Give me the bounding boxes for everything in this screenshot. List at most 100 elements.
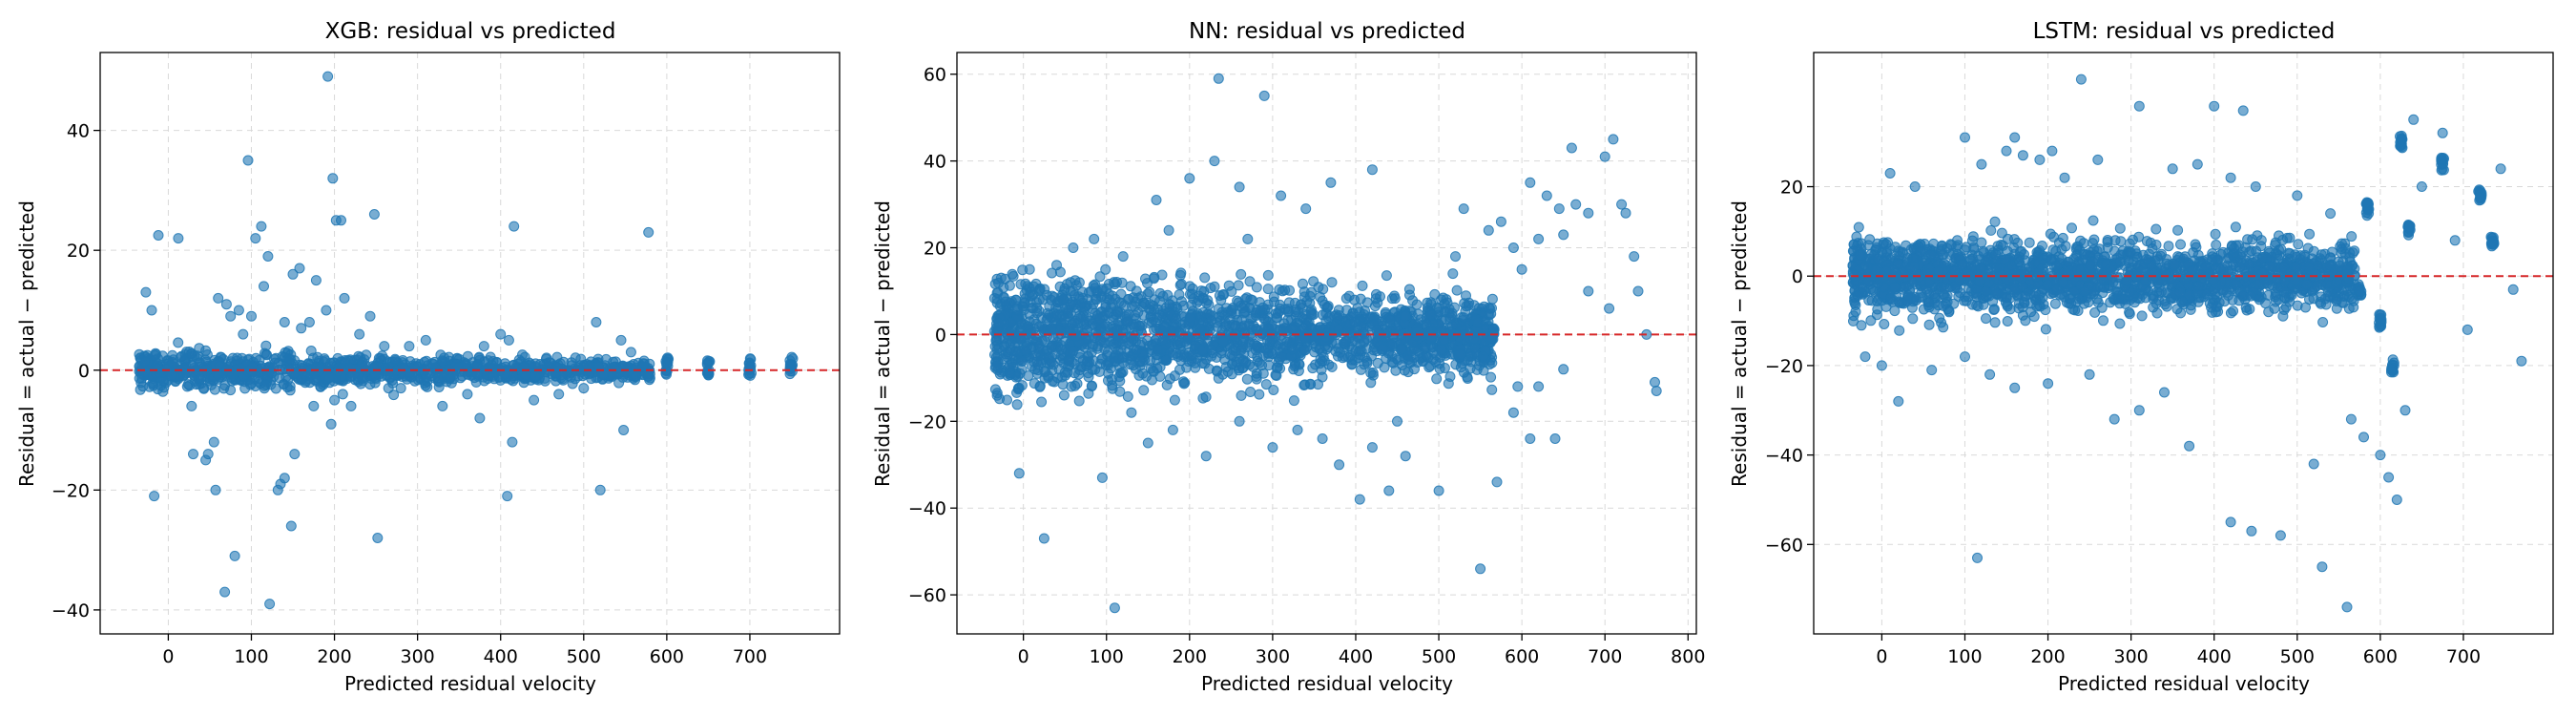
data-point bbox=[1337, 352, 1348, 364]
data-point bbox=[600, 353, 612, 365]
data-point bbox=[495, 328, 507, 340]
data-point bbox=[1458, 312, 1469, 324]
data-point bbox=[369, 377, 381, 389]
data-point bbox=[1033, 340, 1045, 351]
data-point bbox=[1195, 285, 1207, 297]
data-point bbox=[1397, 360, 1407, 370]
data-point bbox=[210, 484, 221, 495]
data-point bbox=[1433, 485, 1444, 496]
data-point bbox=[1989, 317, 2001, 328]
data-point bbox=[1447, 268, 1459, 280]
data-point bbox=[1365, 377, 1377, 389]
data-point bbox=[1495, 216, 1506, 227]
data-point bbox=[368, 209, 380, 220]
y-tick-label: −20 bbox=[52, 480, 90, 501]
data-point bbox=[254, 354, 265, 366]
x-tick-label: 0 bbox=[162, 646, 174, 667]
data-point bbox=[1236, 390, 1247, 401]
data-point bbox=[1094, 313, 1105, 325]
data-point bbox=[1282, 306, 1294, 318]
data-point bbox=[1200, 353, 1212, 365]
data-point bbox=[1011, 387, 1023, 398]
x-tick-label: 100 bbox=[1090, 646, 1124, 667]
data-point bbox=[1276, 190, 1287, 201]
data-point bbox=[1140, 273, 1151, 284]
data-point bbox=[1242, 233, 1254, 244]
data-point bbox=[581, 359, 592, 370]
data-point bbox=[1367, 367, 1379, 378]
data-point bbox=[1541, 190, 1552, 201]
data-point bbox=[1223, 280, 1235, 291]
data-point bbox=[1267, 348, 1278, 359]
data-point bbox=[181, 381, 193, 392]
data-point bbox=[1088, 280, 1099, 291]
data-point bbox=[432, 372, 444, 384]
data-point bbox=[1004, 367, 1015, 378]
data-point bbox=[1907, 313, 1919, 325]
data-point bbox=[173, 337, 184, 348]
data-point bbox=[1616, 199, 1628, 210]
data-point bbox=[1024, 263, 1035, 275]
data-point bbox=[1475, 563, 1486, 575]
data-point bbox=[1066, 381, 1077, 392]
chart-title: LSTM: residual vs predicted bbox=[2033, 19, 2336, 44]
data-point bbox=[377, 350, 388, 362]
data-point bbox=[1073, 395, 1085, 407]
data-point bbox=[173, 233, 184, 244]
data-point bbox=[1264, 336, 1276, 347]
data-point bbox=[1015, 333, 1027, 345]
data-point bbox=[275, 478, 286, 490]
data-point bbox=[166, 369, 177, 381]
data-point bbox=[379, 341, 390, 352]
data-point bbox=[1254, 357, 1265, 369]
data-point bbox=[1055, 344, 1067, 355]
y-tick-label: 20 bbox=[1780, 178, 1803, 199]
data-point bbox=[1046, 323, 1057, 334]
data-point bbox=[1306, 309, 1318, 321]
data-point bbox=[1007, 268, 1018, 280]
data-point bbox=[437, 400, 448, 411]
data-point bbox=[567, 378, 578, 390]
data-point bbox=[1031, 307, 1043, 319]
data-point bbox=[305, 346, 317, 356]
data-point bbox=[1385, 314, 1396, 326]
data-point bbox=[146, 305, 157, 316]
data-point bbox=[213, 292, 224, 304]
data-point bbox=[2293, 239, 2304, 250]
data-point bbox=[2274, 230, 2284, 242]
data-point bbox=[1152, 363, 1163, 374]
data-point bbox=[1216, 306, 1228, 318]
y-tick-label: −60 bbox=[1765, 535, 1803, 556]
data-point bbox=[329, 394, 341, 406]
x-tick-label: 0 bbox=[1018, 646, 1029, 667]
data-point bbox=[1379, 362, 1390, 373]
data-point bbox=[1077, 354, 1089, 366]
data-point bbox=[325, 418, 337, 430]
data-point bbox=[1483, 224, 1494, 236]
data-point bbox=[1147, 374, 1157, 386]
data-point bbox=[2067, 222, 2077, 234]
data-point bbox=[158, 376, 170, 388]
data-point bbox=[1041, 330, 1052, 342]
data-point bbox=[1377, 343, 1388, 354]
data-point bbox=[1213, 73, 1224, 84]
data-point bbox=[1359, 335, 1370, 347]
data-point bbox=[1570, 199, 1582, 210]
y-tick-label: 0 bbox=[78, 361, 90, 382]
data-point bbox=[1240, 356, 1252, 368]
data-point bbox=[1629, 251, 1640, 263]
data-point bbox=[1355, 345, 1365, 356]
data-point bbox=[1181, 338, 1193, 349]
data-point bbox=[1162, 289, 1174, 301]
data-point bbox=[285, 520, 297, 532]
data-point bbox=[1159, 321, 1171, 332]
data-point bbox=[1923, 319, 1935, 330]
data-point bbox=[1044, 358, 1055, 369]
data-point bbox=[1299, 345, 1311, 356]
data-point bbox=[1853, 221, 1864, 233]
data-point bbox=[1583, 207, 1594, 219]
data-point bbox=[1278, 342, 1289, 353]
data-point bbox=[1038, 533, 1049, 544]
data-point bbox=[1989, 216, 2001, 227]
scatter-points bbox=[988, 73, 1662, 614]
